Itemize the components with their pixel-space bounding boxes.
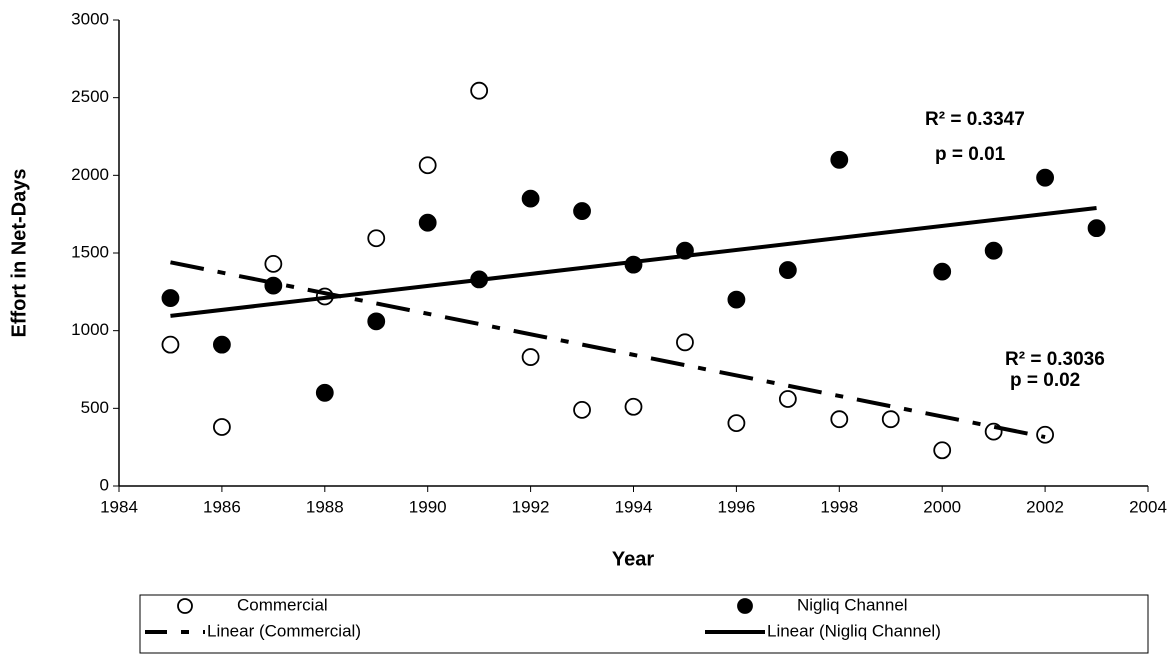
data-point <box>727 414 746 432</box>
legend-label: Commercial <box>237 595 328 614</box>
data-point <box>1036 425 1054 444</box>
annotation: p = 0.01 <box>935 144 1006 165</box>
x-tick-label: 2002 <box>1026 497 1064 516</box>
data-point <box>418 156 437 175</box>
y-tick-label: 3000 <box>71 9 109 28</box>
data-point <box>778 261 797 279</box>
data-point <box>212 335 231 354</box>
data-point <box>573 202 591 220</box>
y-tick-label: 1000 <box>71 320 109 339</box>
annotation: R² = 0.3347 <box>925 109 1025 130</box>
data-point <box>881 410 900 429</box>
data-point <box>470 81 489 100</box>
data-point <box>984 241 1003 260</box>
data-point <box>264 254 283 273</box>
x-tick-label: 1992 <box>512 497 550 516</box>
x-tick-label: 1996 <box>717 497 755 516</box>
data-point <box>676 333 694 352</box>
data-point <box>521 189 540 208</box>
data-point <box>418 213 437 232</box>
data-point <box>727 290 746 309</box>
y-tick-label: 2500 <box>71 87 109 106</box>
legend-swatch <box>737 598 753 614</box>
data-point <box>830 150 849 169</box>
x-axis-label: Year <box>612 548 654 570</box>
y-tick-label: 1500 <box>71 242 109 261</box>
trend-line <box>170 260 1046 440</box>
legend-box <box>139 594 1149 654</box>
data-point <box>624 397 643 416</box>
data-point <box>778 390 797 408</box>
legend-label: Linear (Nigliq Channel) <box>767 621 941 640</box>
data-point <box>161 335 180 354</box>
annotation: R² = 0.3036 <box>1005 349 1105 370</box>
data-point <box>521 348 540 366</box>
x-tick-label: 1994 <box>615 497 653 516</box>
x-tick-label: 2000 <box>923 497 961 516</box>
data-point <box>830 410 849 429</box>
x-tick-label: 1986 <box>203 497 241 516</box>
data-point <box>573 400 591 419</box>
trend-line <box>170 205 1097 318</box>
x-tick-label: 1988 <box>306 497 344 516</box>
data-point <box>367 312 386 331</box>
data-point <box>933 262 952 281</box>
data-point <box>161 289 180 307</box>
data-point <box>212 418 231 436</box>
data-point <box>367 229 386 248</box>
y-tick-label: 0 <box>100 475 109 494</box>
x-tick-label: 1990 <box>409 497 447 516</box>
y-tick-label: 500 <box>81 398 109 417</box>
y-axis-label: Effort in Net-Days <box>8 169 30 338</box>
x-tick-label: 2004 <box>1129 497 1167 516</box>
legend-label: Nigliq Channel <box>797 595 908 614</box>
y-tick-label: 2000 <box>71 165 109 184</box>
data-point <box>1087 219 1106 238</box>
x-tick-label: 1984 <box>100 497 138 516</box>
data-point <box>1036 168 1054 187</box>
annotation: p = 0.02 <box>1010 370 1080 391</box>
legend-swatch <box>177 598 193 614</box>
data-point <box>933 441 952 460</box>
data-point <box>624 255 643 274</box>
legend-label: Linear (Commercial) <box>207 621 361 640</box>
data-point <box>315 383 334 402</box>
x-tick-label: 1998 <box>820 497 858 516</box>
